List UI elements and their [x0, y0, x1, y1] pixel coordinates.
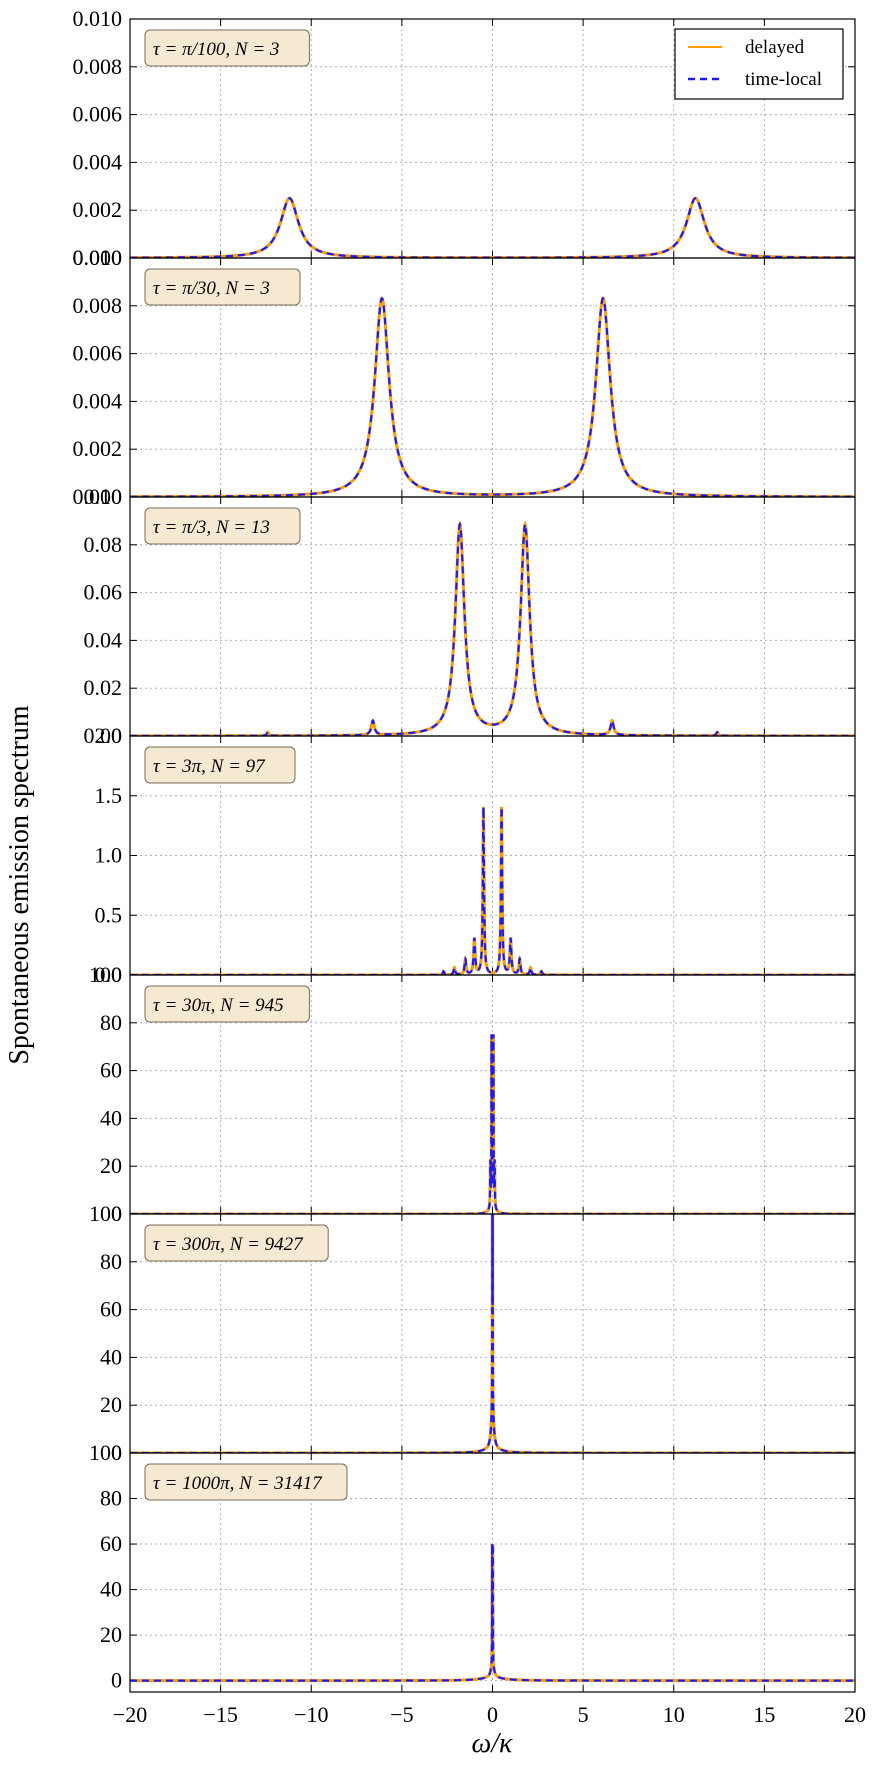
panel-label: τ = 300π, N = 9427 [144, 1224, 329, 1262]
y-tick-label: 20 [100, 1622, 122, 1647]
y-tick-label: 0.004 [73, 388, 123, 413]
panel-label: τ = 3π, N = 97 [144, 746, 296, 784]
panel-label-box [144, 1224, 329, 1262]
y-tick-label: 0.10 [84, 484, 123, 509]
panel-label-box [144, 29, 310, 67]
x-axis-title: ω/κ [472, 1728, 514, 1759]
y-tick-label: 0 [111, 1668, 122, 1693]
panel-label: τ = 30π, N = 945 [144, 985, 310, 1023]
x-tick-label: 15 [753, 1702, 775, 1727]
panel-label-text: τ = 1000π, N = 31417 [153, 1473, 323, 1494]
y-axis-title: Spontaneous emission spectrum [4, 705, 35, 1065]
y-tick-label: 0.002 [73, 197, 123, 222]
panel-label-box [144, 1463, 348, 1501]
y-tick-label: 0.06 [84, 580, 123, 605]
y-tick-label: 80 [100, 1486, 122, 1511]
x-tick-label: −5 [390, 1702, 413, 1727]
y-tick-label: 0.0 [95, 962, 123, 987]
y-tick-label: 60 [100, 1058, 122, 1083]
x-tick-label: −10 [294, 1702, 328, 1727]
x-tick-label: −20 [113, 1702, 147, 1727]
panel-label-text: τ = 30π, N = 945 [153, 995, 284, 1016]
panel-3: 0.00 0.02 0.04 0.06 0.08 0.10 τ = π/3, N = 13 [84, 484, 856, 748]
legend-box [674, 28, 844, 100]
y-tick-label: 80 [100, 1249, 122, 1274]
legend: delayed time-local [674, 28, 844, 100]
y-tick-label: 0.02 [84, 675, 123, 700]
series-time-local [130, 1214, 855, 1453]
x-tick-label: −15 [203, 1702, 237, 1727]
series-time-local [130, 197, 855, 258]
panel-label-text: τ = 3π, N = 97 [153, 756, 266, 777]
panel-1: 0.000 0.002 0.004 0.006 0.008 0.010 τ = π/100,… [73, 6, 856, 270]
series-delayed [130, 1034, 855, 1214]
y-tick-label: 0 [111, 1440, 122, 1465]
y-tick-label: 0.010 [73, 245, 123, 270]
y-tick-label: 80 [100, 1010, 122, 1035]
y-tick-label: 2.0 [95, 723, 123, 748]
panel-label-box [144, 507, 301, 545]
panel-4: 0.0 0.5 1.0 1.5 2.0 τ = 3π, N = 97 [95, 723, 856, 987]
y-tick-label: 60 [100, 1297, 122, 1322]
panel-label-text: τ = π/3, N = 13 [153, 517, 270, 538]
panel-label-text: τ = 300π, N = 9427 [153, 1234, 304, 1255]
x-tick-label: 5 [578, 1702, 589, 1727]
y-tick-label: 0.006 [73, 102, 123, 127]
legend-entry-delayed: delayed [745, 37, 805, 58]
x-tick-label: 0 [487, 1702, 498, 1727]
y-tick-label: 1.0 [95, 843, 123, 868]
panel-7: 0 20 40 60 80 100 τ = 1000π, N = 31417 [89, 1440, 856, 1693]
y-tick-label: 40 [100, 1105, 122, 1130]
y-tick-label: 100 [89, 1201, 122, 1226]
y-tick-label: 0.08 [84, 532, 123, 557]
y-tick-label: 40 [100, 1344, 122, 1369]
y-tick-label: 60 [100, 1531, 122, 1556]
y-tick-label: 0.000 [73, 245, 123, 270]
y-tick-label: 100 [89, 962, 122, 987]
panel-2: 0.000 0.002 0.004 0.006 0.008 0.010 τ = π/30, … [73, 245, 856, 509]
y-tick-label: 0.5 [95, 902, 123, 927]
y-tick-label: 0.000 [73, 484, 123, 509]
y-tick-label: 0.010 [73, 6, 123, 31]
x-tick-label: 10 [663, 1702, 685, 1727]
panel-label-text: τ = π/100, N = 3 [153, 39, 279, 60]
y-tick-label: 1.5 [95, 783, 123, 808]
series-time-local [130, 1543, 855, 1682]
y-tick-label: 0.006 [73, 341, 123, 366]
y-tick-label: 40 [100, 1577, 122, 1602]
y-tick-label: 0.04 [84, 627, 123, 652]
panel-label: τ = π/30, N = 3 [144, 268, 301, 306]
y-tick-label: 0.00 [84, 723, 123, 748]
y-tick-label: 20 [100, 1153, 122, 1178]
panel-6: 0 20 40 60 80 100 τ = 300π, N = 9427 [89, 1201, 856, 1465]
legend-entry-time-local: time-local [745, 69, 822, 90]
series-delayed [130, 196, 855, 258]
y-tick-label: 0.008 [73, 54, 123, 79]
panel-label: τ = π/100, N = 3 [144, 29, 310, 67]
y-tick-label: 0 [111, 1201, 122, 1226]
x-tick-label: 20 [844, 1702, 866, 1727]
y-tick-label: 0.004 [73, 149, 123, 174]
series-time-local [130, 521, 855, 736]
series-delayed [130, 520, 855, 736]
panel-label: τ = π/3, N = 13 [144, 507, 301, 545]
panel-frame [129, 1452, 856, 1693]
panel-5: 0 20 40 60 80 100 τ = 30π, N = 945 [89, 962, 856, 1226]
panel-label-box [144, 985, 310, 1023]
y-tick-label: 0.008 [73, 293, 123, 318]
y-tick-label: 100 [89, 1440, 122, 1465]
panel-label-box [144, 746, 296, 784]
panel-label: τ = 1000π, N = 31417 [144, 1463, 348, 1501]
y-tick-label: 0.002 [73, 436, 123, 461]
panel-label-text: τ = π/30, N = 3 [153, 278, 270, 299]
panel-label-box [144, 268, 301, 306]
series-delayed [130, 296, 855, 497]
y-tick-label: 20 [100, 1392, 122, 1417]
